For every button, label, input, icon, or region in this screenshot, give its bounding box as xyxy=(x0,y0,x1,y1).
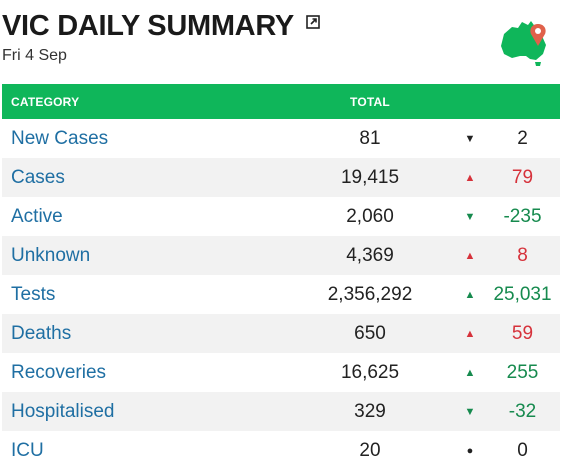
table-row: New Cases 81 ▼ 2 xyxy=(2,119,560,158)
row-total: 2,060 xyxy=(346,205,394,227)
row-total: 19,415 xyxy=(340,166,400,188)
row-category: Unknown xyxy=(11,244,91,266)
dot-icon: ● xyxy=(466,444,474,457)
row-change: -235 xyxy=(503,205,542,227)
row-category: Hospitalised xyxy=(11,400,115,422)
row-category: Cases xyxy=(11,166,65,188)
column-header-category: CATEGORY xyxy=(11,94,80,109)
up-arrow-icon: ▲ xyxy=(464,366,476,379)
table-row: ICU 20 ● 0 xyxy=(2,431,560,466)
column-header-change xyxy=(485,84,560,119)
summary-table: CATEGORY TOTAL New Cases 81 ▼ 2 Cases 19… xyxy=(2,84,560,466)
down-arrow-icon: ▼ xyxy=(464,132,476,145)
table-row: Hospitalised 329 ▼ -32 xyxy=(2,392,560,431)
table-row: Cases 19,415 ▲ 79 xyxy=(2,158,560,197)
row-category: Deaths xyxy=(11,322,72,344)
row-category: ICU xyxy=(11,439,44,461)
row-change: -32 xyxy=(508,400,537,422)
row-total: 81 xyxy=(359,127,381,149)
row-category: Active xyxy=(11,205,63,227)
row-total: 20 xyxy=(359,439,381,461)
row-change: 2 xyxy=(517,127,528,149)
row-category: Recoveries xyxy=(11,361,107,383)
up-arrow-icon: ▲ xyxy=(464,171,476,184)
row-total: 329 xyxy=(354,400,386,422)
up-arrow-icon: ▲ xyxy=(464,249,476,262)
page-title: VIC DAILY SUMMARY xyxy=(2,10,294,42)
summary-date: Fri 4 Sep xyxy=(2,47,67,64)
column-header-arrow xyxy=(455,84,485,119)
table-row: Recoveries 16,625 ▲ 255 xyxy=(2,353,560,392)
table-row: Deaths 650 ▲ 59 xyxy=(2,314,560,353)
table-row: Active 2,060 ▼ -235 xyxy=(2,197,560,236)
row-category: New Cases xyxy=(11,127,109,149)
up-arrow-icon: ▲ xyxy=(464,327,476,340)
external-link-icon[interactable] xyxy=(306,15,320,29)
row-change: 79 xyxy=(511,166,534,188)
row-change: 59 xyxy=(511,322,534,344)
table-row: Tests 2,356,292 ▲ 25,031 xyxy=(2,275,560,314)
row-change: 8 xyxy=(517,244,528,266)
row-change: 255 xyxy=(506,361,539,383)
table-row: Unknown 4,369 ▲ 8 xyxy=(2,236,560,275)
summary-header: VIC DAILY SUMMARY Fri 4 Sep xyxy=(0,0,562,84)
down-arrow-icon: ▼ xyxy=(464,210,476,223)
down-arrow-icon: ▼ xyxy=(464,405,476,418)
table-header-row: CATEGORY TOTAL xyxy=(2,84,560,119)
up-arrow-icon: ▲ xyxy=(464,288,476,301)
column-header-total: TOTAL xyxy=(350,94,390,109)
row-change: 25,031 xyxy=(493,283,552,305)
row-change: 0 xyxy=(517,439,528,461)
row-total: 650 xyxy=(354,322,386,344)
australia-map-pin-icon xyxy=(498,16,552,68)
row-total: 4,369 xyxy=(346,244,394,266)
row-total: 2,356,292 xyxy=(327,283,413,305)
title-row: VIC DAILY SUMMARY xyxy=(2,8,320,44)
row-total: 16,625 xyxy=(340,361,400,383)
row-category: Tests xyxy=(11,283,56,305)
